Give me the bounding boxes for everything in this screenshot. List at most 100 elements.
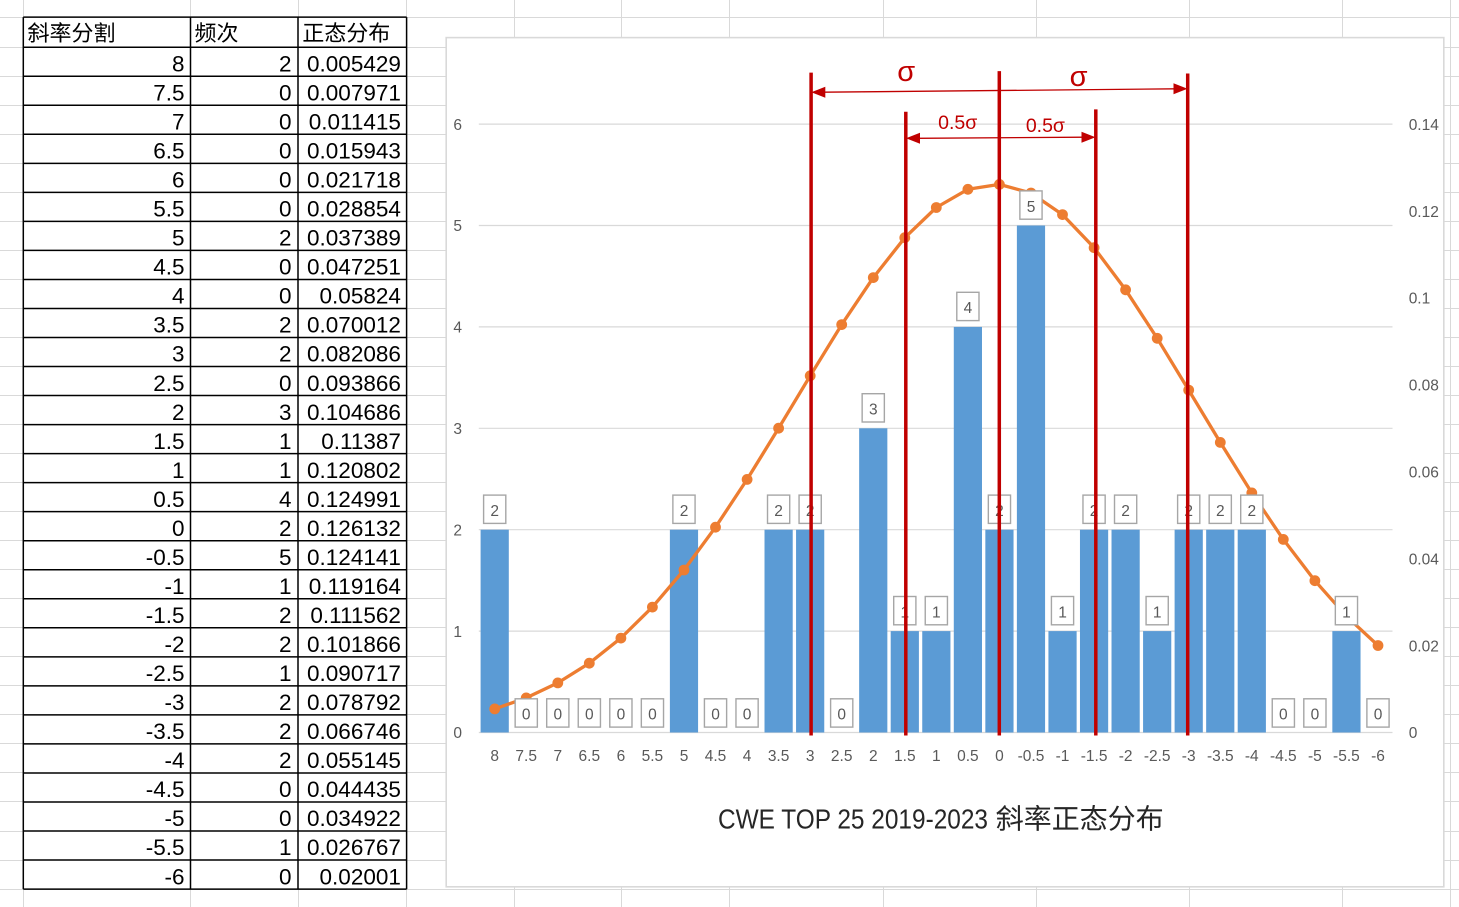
svg-text:3: 3 (453, 421, 462, 438)
svg-text:-6: -6 (1371, 748, 1385, 765)
svg-text:4: 4 (279, 487, 292, 512)
svg-text:1: 1 (1153, 604, 1162, 621)
svg-text:4: 4 (964, 300, 973, 317)
svg-text:4: 4 (743, 748, 752, 765)
svg-text:0: 0 (279, 864, 292, 889)
svg-text:0.070012: 0.070012 (307, 313, 401, 338)
svg-text:0: 0 (1374, 707, 1383, 724)
svg-text:1: 1 (279, 661, 292, 686)
svg-text:0: 0 (279, 197, 292, 222)
svg-text:4: 4 (172, 284, 185, 309)
svg-text:0.007971: 0.007971 (307, 80, 401, 105)
svg-text:0.111562: 0.111562 (310, 603, 401, 628)
svg-text:8: 8 (490, 748, 499, 765)
svg-text:5: 5 (680, 748, 689, 765)
svg-text:0: 0 (279, 255, 292, 280)
svg-text:2: 2 (490, 503, 499, 520)
svg-text:0.119164: 0.119164 (309, 574, 401, 599)
svg-text:0.120802: 0.120802 (307, 458, 401, 483)
svg-text:0: 0 (1279, 707, 1288, 724)
svg-text:3: 3 (869, 402, 878, 419)
svg-text:0.5: 0.5 (957, 748, 979, 765)
svg-text:2: 2 (279, 516, 292, 541)
svg-text:2.5: 2.5 (153, 371, 184, 396)
svg-text:0.02: 0.02 (1409, 638, 1439, 655)
svg-text:0.011415: 0.011415 (309, 109, 401, 134)
svg-text:4.5: 4.5 (705, 748, 727, 765)
svg-text:0.090717: 0.090717 (307, 661, 401, 686)
svg-text:2: 2 (279, 226, 292, 251)
svg-text:0.1: 0.1 (1409, 291, 1431, 308)
svg-text:2: 2 (1121, 503, 1130, 520)
svg-text:5: 5 (1027, 199, 1036, 216)
svg-text:6: 6 (617, 748, 626, 765)
svg-text:1: 1 (279, 429, 292, 454)
svg-text:-6: -6 (164, 864, 184, 889)
svg-text:2: 2 (680, 503, 689, 520)
svg-text:0: 0 (279, 139, 292, 164)
svg-text:0.05824: 0.05824 (320, 284, 401, 309)
svg-text:-5: -5 (164, 806, 184, 831)
svg-text:2.5: 2.5 (831, 748, 853, 765)
svg-text:0: 0 (553, 707, 562, 724)
svg-text:3: 3 (806, 748, 815, 765)
svg-text:2: 2 (279, 313, 292, 338)
svg-text:0.044435: 0.044435 (307, 777, 401, 802)
svg-text:-3: -3 (1182, 748, 1196, 765)
svg-text:3.5: 3.5 (153, 313, 184, 338)
svg-text:0: 0 (1311, 707, 1320, 724)
svg-text:3: 3 (172, 342, 185, 367)
svg-text:0.5σ: 0.5σ (1026, 115, 1065, 137)
svg-text:0.066746: 0.066746 (307, 719, 401, 744)
svg-text:5.5: 5.5 (153, 197, 184, 222)
svg-text:0.028854: 0.028854 (307, 197, 401, 222)
svg-text:-1: -1 (164, 574, 184, 599)
svg-text:2: 2 (279, 632, 292, 657)
svg-text:5.5: 5.5 (642, 748, 664, 765)
svg-text:0.5: 0.5 (153, 487, 184, 512)
svg-text:2: 2 (774, 503, 783, 520)
svg-text:7.5: 7.5 (515, 748, 537, 765)
svg-text:2: 2 (279, 690, 292, 715)
svg-text:0: 0 (837, 707, 846, 724)
svg-text:-4: -4 (1245, 748, 1259, 765)
svg-text:0: 0 (1409, 725, 1418, 742)
svg-text:2: 2 (279, 51, 292, 76)
svg-text:8: 8 (172, 51, 185, 76)
svg-text:0: 0 (279, 806, 292, 831)
svg-text:0: 0 (617, 707, 626, 724)
svg-text:CWE TOP 25 2019-2023: CWE TOP 25 2019-2023 (718, 804, 988, 835)
svg-text:-0.5: -0.5 (1018, 748, 1045, 765)
svg-text:4: 4 (453, 320, 462, 337)
svg-text:6.5: 6.5 (579, 748, 601, 765)
svg-text:-3.5: -3.5 (1207, 748, 1234, 765)
svg-text:0.034922: 0.034922 (307, 806, 401, 831)
svg-text:4.5: 4.5 (153, 255, 184, 280)
svg-text:0: 0 (995, 748, 1004, 765)
svg-text:2: 2 (1216, 503, 1225, 520)
svg-text:0.104686: 0.104686 (307, 400, 401, 425)
svg-text:0.11387: 0.11387 (321, 429, 401, 454)
svg-text:2: 2 (172, 400, 185, 425)
svg-text:0.093866: 0.093866 (307, 371, 401, 396)
svg-text:0.02001: 0.02001 (320, 864, 401, 889)
svg-text:0.055145: 0.055145 (307, 748, 401, 773)
svg-text:0: 0 (522, 707, 531, 724)
svg-text:-5.5: -5.5 (146, 835, 185, 860)
svg-text:2: 2 (279, 342, 292, 367)
svg-text:2: 2 (279, 719, 292, 744)
svg-text:-1.5: -1.5 (1081, 748, 1108, 765)
svg-text:1: 1 (279, 574, 292, 599)
svg-text:2: 2 (869, 748, 878, 765)
svg-text:0: 0 (279, 284, 292, 309)
svg-text:-5.5: -5.5 (1333, 748, 1360, 765)
svg-text:-4.5: -4.5 (146, 777, 185, 802)
svg-text:7: 7 (172, 109, 185, 134)
svg-text:-2: -2 (1119, 748, 1133, 765)
svg-text:-2.5: -2.5 (1144, 748, 1171, 765)
svg-text:2: 2 (1247, 503, 1256, 520)
svg-text:0.047251: 0.047251 (307, 255, 401, 280)
svg-text:0.005429: 0.005429 (307, 51, 401, 76)
svg-text:2: 2 (279, 748, 292, 773)
svg-text:3: 3 (279, 400, 292, 425)
